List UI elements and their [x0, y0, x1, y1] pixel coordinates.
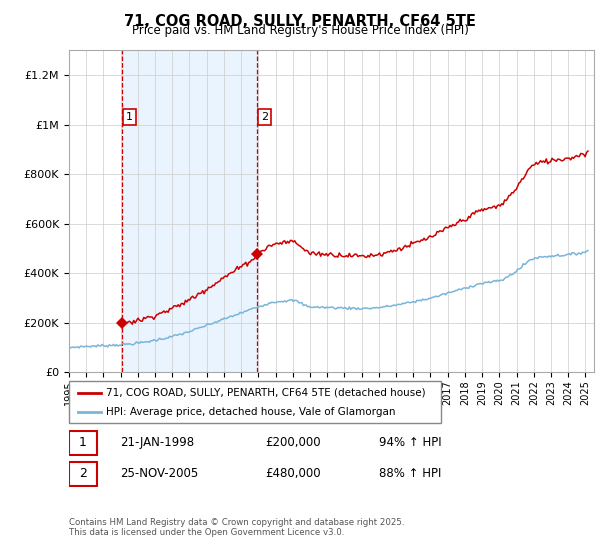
Text: 71, COG ROAD, SULLY, PENARTH, CF64 5TE: 71, COG ROAD, SULLY, PENARTH, CF64 5TE	[124, 14, 476, 29]
Text: HPI: Average price, detached house, Vale of Glamorgan: HPI: Average price, detached house, Vale…	[106, 407, 396, 417]
FancyBboxPatch shape	[69, 431, 97, 455]
Text: 88% ↑ HPI: 88% ↑ HPI	[379, 467, 441, 480]
Text: 1: 1	[126, 112, 133, 122]
Text: 94% ↑ HPI: 94% ↑ HPI	[379, 436, 441, 450]
Text: Price paid vs. HM Land Registry's House Price Index (HPI): Price paid vs. HM Land Registry's House …	[131, 24, 469, 37]
Text: 1: 1	[79, 436, 87, 450]
FancyBboxPatch shape	[69, 461, 97, 486]
Text: 25-NOV-2005: 25-NOV-2005	[121, 467, 199, 480]
Text: 2: 2	[261, 112, 268, 122]
Text: 2: 2	[79, 467, 87, 480]
Text: £200,000: £200,000	[265, 436, 321, 450]
Text: £480,000: £480,000	[265, 467, 321, 480]
Bar	[121, 50, 257, 372]
FancyBboxPatch shape	[69, 381, 441, 423]
Text: 71, COG ROAD, SULLY, PENARTH, CF64 5TE (detached house): 71, COG ROAD, SULLY, PENARTH, CF64 5TE (…	[106, 388, 426, 398]
Text: 21-JAN-1998: 21-JAN-1998	[121, 436, 195, 450]
Text: Contains HM Land Registry data © Crown copyright and database right 2025.
This d: Contains HM Land Registry data © Crown c…	[69, 518, 404, 538]
